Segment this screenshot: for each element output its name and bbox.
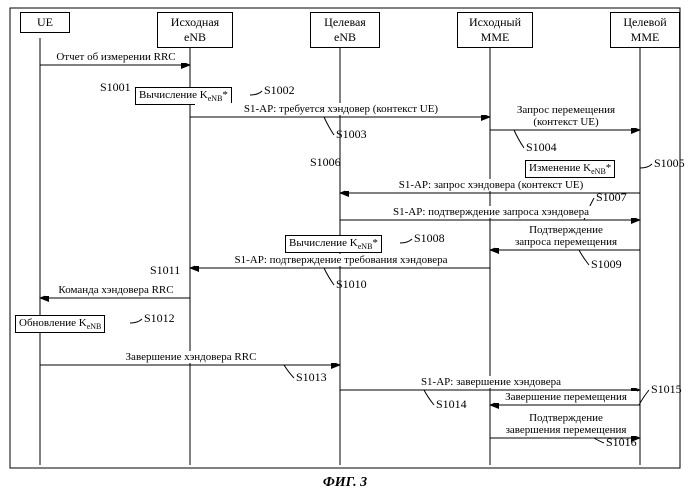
- step-S1010: S1010: [336, 277, 367, 292]
- actor-smme: ИсходныйMME: [457, 12, 533, 48]
- msg-label: S1-AP: завершение хэндовера: [345, 376, 637, 388]
- step-S1005: S1005: [654, 156, 685, 171]
- msg-label: Завершение перемещения: [495, 391, 637, 403]
- step-S1006: S1006: [310, 155, 341, 170]
- step-S1012: S1012: [144, 311, 175, 326]
- step-S1014: S1014: [436, 397, 467, 412]
- step-S1011: S1011: [150, 263, 180, 278]
- box-S1005: Изменение KeNB*: [525, 160, 615, 178]
- msg-label: Подтверждениезавершения перемещения: [495, 412, 637, 436]
- msg-label: Команда хэндовера RRC: [45, 284, 187, 296]
- actor-tmme: ЦелевойMME: [610, 12, 680, 48]
- actor-ue: UE: [20, 12, 70, 33]
- actor-senb: ИсходнаяeNB: [157, 12, 233, 48]
- box-S1012: Обновление KeNB: [15, 315, 105, 333]
- step-S1003: S1003: [336, 127, 367, 142]
- box-S1008: Вычисление KeNB*: [285, 235, 382, 253]
- step-S1001: S1001: [100, 80, 131, 95]
- step-S1002: S1002: [264, 83, 295, 98]
- step-S1009: S1009: [591, 257, 622, 272]
- step-S1013: S1013: [296, 370, 327, 385]
- step-S1015: S1015: [651, 382, 682, 397]
- step-S1007: S1007: [596, 190, 627, 205]
- actor-tenb: ЦелеваяeNB: [310, 12, 380, 48]
- step-S1004: S1004: [526, 140, 557, 155]
- msg-label: S1-AP: требуется хэндовер (контекст UE): [195, 103, 487, 115]
- msg-label: S1-AP: подтверждение требования хэндовер…: [195, 254, 487, 266]
- msg-label: S1-AP: запрос хэндовера (контекст UE): [345, 179, 637, 191]
- step-S1008: S1008: [414, 231, 445, 246]
- figure-caption: ФИГ. 3: [0, 475, 690, 491]
- step-S1016: S1016: [606, 435, 637, 450]
- msg-label: Завершение хэндовера RRC: [45, 351, 337, 363]
- msg-label: Запрос перемещения(контекст UE): [495, 104, 637, 128]
- msg-label: Отчет об измерении RRC: [45, 51, 187, 63]
- msg-label: Подтверждениезапроса перемещения: [495, 224, 637, 248]
- msg-label: S1-AP: подтверждение запроса хэндовера: [345, 206, 637, 218]
